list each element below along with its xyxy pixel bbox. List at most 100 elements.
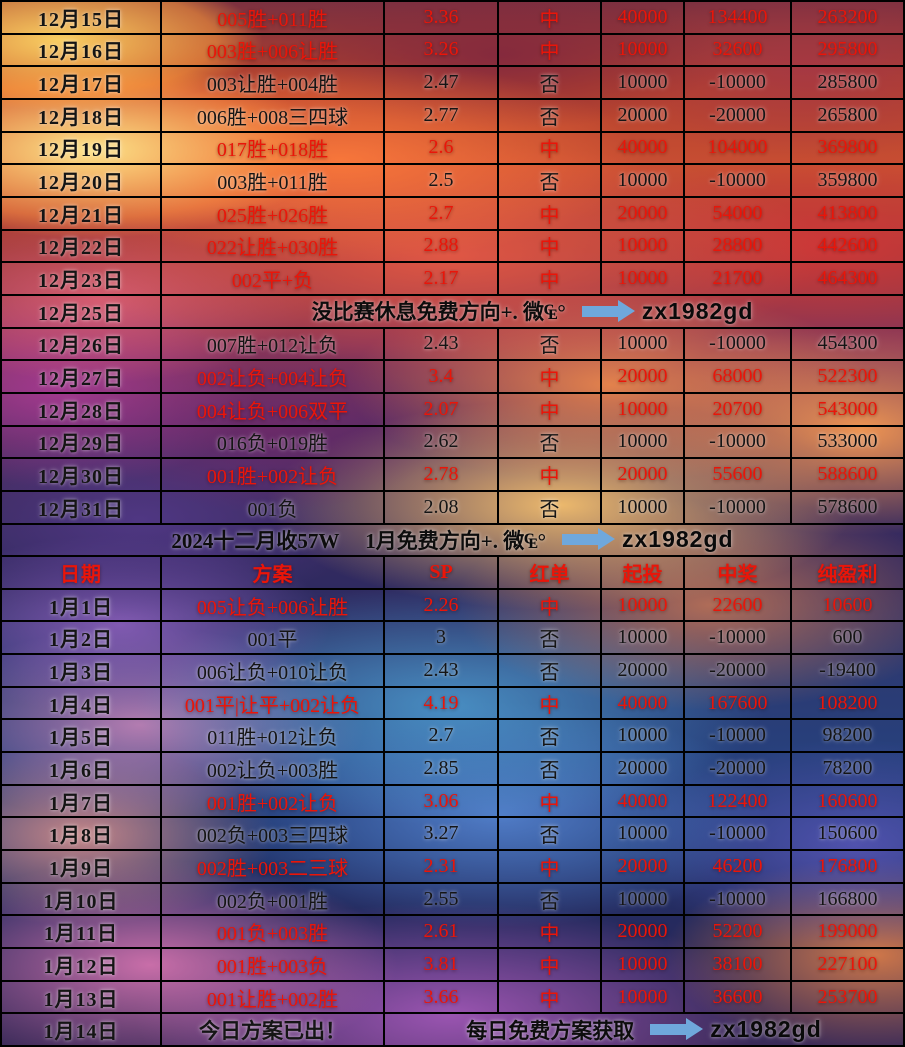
plan-cell: 001平 (162, 622, 385, 654)
plan-cell: 006胜+008三四球 (162, 99, 385, 131)
win-cell: 68000 (685, 361, 792, 392)
stake-cell: 10000 (602, 949, 685, 980)
sp-cell: 3.66 (385, 981, 499, 1013)
result-cell: 中 (499, 851, 602, 882)
profit-cell: 108200 (817, 691, 878, 714)
stake-cell: 10000 (602, 165, 685, 196)
date-cell: 1月4日 (2, 687, 162, 719)
result-cell: 中 (499, 2, 602, 33)
sp-cell: 3.06 (385, 785, 499, 817)
result-cell: 否 (499, 491, 602, 523)
sp-cell: 2.26 (385, 589, 499, 621)
table-row: 12月31日 001负 2.08 否 10000 -10000 578600 (2, 491, 903, 525)
win-cell: 32600 (685, 34, 792, 66)
table-row: 1月3日 006让负+010让负 2.43 否 20000 -20000 -19400 (2, 655, 903, 688)
table-row: 12月16日 003胜+006让胜 3.26 中 10000 32600 295800 (2, 34, 903, 68)
date-cell: 12月16日 (2, 34, 162, 66)
sp-cell: 2.08 (385, 491, 499, 523)
stake-cell: 10000 (602, 67, 685, 98)
plan-cell: 002胜+003二三球 (162, 851, 385, 882)
date-cell: 1月8日 (2, 818, 162, 850)
stake-cell: 10000 (602, 263, 685, 294)
profit-cell: 285800 (817, 71, 878, 94)
win-cell: -10000 (685, 491, 792, 523)
result-cell: 中 (499, 263, 602, 294)
column-header-stake: 起投 (602, 557, 685, 588)
date-cell: 12月20日 (2, 165, 162, 196)
date-cell: 12月22日 (2, 230, 162, 262)
table-row: 12月18日 006胜+008三四球 2.77 否 20000 -20000 265800 (2, 99, 903, 133)
profit-cell: 227100 (817, 952, 878, 975)
stake-cell: 10000 (602, 720, 685, 752)
plan-cell: 001让胜+002胜 (162, 981, 385, 1013)
profit-cell: 464300 (817, 267, 878, 290)
win-cell: -10000 (685, 328, 792, 360)
column-header-hit: 红单 (499, 557, 602, 588)
plan-cell: 007胜+012让负 (162, 328, 385, 360)
date-cell: 12月17日 (2, 67, 162, 98)
win-cell: -20000 (685, 753, 792, 784)
column-header-profit: 纯盈利 (817, 563, 878, 586)
win-cell: -10000 (685, 426, 792, 458)
profit-cell: 78200 (822, 756, 873, 779)
profit-cell: 359800 (817, 169, 878, 192)
date-cell: 12月30日 (2, 459, 162, 490)
date-cell: 1月1日 (2, 589, 162, 621)
plan-cell: 004让负+006双平 (162, 393, 385, 425)
contact-handle: zx1982gd (641, 297, 754, 324)
table-row: 1月4日 001平|让平+002让负 4.19 中 40000 167600 108200 (2, 687, 903, 721)
sp-cell: 2.77 (385, 99, 499, 131)
plan-cell: 001胜+002让负 (162, 785, 385, 817)
stake-cell: 10000 (602, 393, 685, 425)
table-row: 1月12日 001胜+003负 3.81 中 10000 38100 227100 (2, 949, 903, 982)
stake-cell: 10000 (602, 622, 685, 654)
sp-cell: 4.19 (385, 687, 499, 719)
table-row: 12月21日 025胜+026胜 2.7 中 20000 54000 413800 (2, 197, 903, 231)
profit-cell: 413800 (817, 201, 878, 224)
win-cell: -20000 (685, 655, 792, 686)
win-cell: -10000 (685, 883, 792, 915)
sp-cell: 3 (385, 622, 499, 654)
plan-cell: 002负+003三四球 (162, 818, 385, 850)
sp-cell: 2.5 (385, 165, 499, 196)
win-cell: 54000 (685, 197, 792, 229)
table-row: 12月30日 001胜+002让负 2.78 中 20000 55600 588600 (2, 459, 903, 492)
sp-cell: 2.88 (385, 230, 499, 262)
sp-cell: 2.7 (385, 197, 499, 229)
win-cell: 55600 (685, 459, 792, 490)
win-cell: 21700 (685, 263, 792, 294)
sp-cell: 2.78 (385, 459, 499, 490)
date-cell: 12月27日 (2, 361, 162, 392)
date-cell: 12月23日 (2, 263, 162, 294)
sp-cell: 3.27 (385, 818, 499, 850)
profit-cell: 98200 (822, 724, 873, 747)
table-row: 1月10日 002负+001胜 2.55 否 10000 -10000 166800 (2, 883, 903, 917)
date-cell: 12月31日 (2, 491, 162, 523)
win-cell: 38100 (685, 949, 792, 980)
table-row: 12月20日 003胜+011胜 2.5 否 10000 -10000 359800 (2, 165, 903, 198)
result-cell: 否 (499, 67, 602, 98)
stake-cell: 10000 (602, 818, 685, 850)
result-cell: 否 (499, 622, 602, 654)
win-cell: -10000 (685, 622, 792, 654)
stake-cell: 40000 (602, 2, 685, 33)
result-cell: 否 (499, 165, 602, 196)
date-cell: 12月25日 (2, 295, 162, 327)
result-cell: 否 (499, 883, 602, 915)
plan-cell: 016负+019胜 (162, 426, 385, 458)
date-cell: 1月5日 (2, 720, 162, 752)
sp-cell: 2.17 (385, 263, 499, 294)
profit-cell: 160600 (817, 789, 878, 812)
stake-cell: 10000 (602, 230, 685, 262)
plan-cell: 今日方案已出！ (162, 1014, 385, 1045)
date-cell: 1月12日 (2, 949, 162, 980)
result-cell: 中 (499, 34, 602, 66)
result-cell: 中 (499, 981, 602, 1013)
date-cell: 12月19日 (2, 132, 162, 164)
table-row: 1月9日 002胜+003二三球 2.31 中 20000 46200 176800 (2, 851, 903, 884)
plan-cell: 006让负+010让负 (162, 655, 385, 686)
result-cell: 否 (499, 818, 602, 850)
date-cell: 1月9日 (2, 851, 162, 882)
stake-cell: 10000 (602, 328, 685, 360)
